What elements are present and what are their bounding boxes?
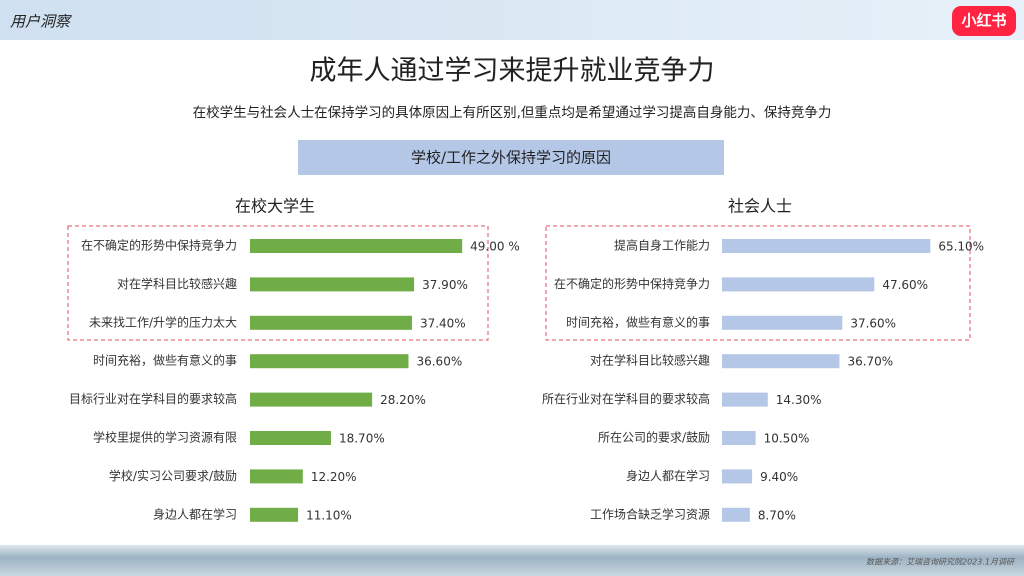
value-label: 65.10% — [938, 240, 984, 254]
category-label: 提高自身工作能力 — [614, 238, 710, 253]
value-label: 14.30% — [776, 393, 822, 407]
chart-title: 社会人士 — [728, 197, 792, 216]
category-label: 学校/实习公司要求/鼓励 — [109, 468, 237, 483]
category-label: 工作场合缺乏学习资源 — [590, 506, 710, 521]
category-label: 学校里提供的学习资源有限 — [93, 430, 237, 445]
highlight-box — [67, 225, 489, 341]
value-label: 18.70% — [339, 432, 385, 446]
value-label: 8.70% — [758, 508, 796, 522]
logo-bg — [952, 6, 1016, 36]
value-label: 37.60% — [850, 316, 896, 330]
category-label: 对在学科目比较感兴趣 — [117, 276, 237, 291]
category-label: 对在学科目比较感兴趣 — [590, 353, 710, 368]
category-label: 身边人都在学习 — [626, 468, 710, 483]
value-label: 10.50% — [764, 432, 810, 446]
bar — [722, 392, 768, 407]
value-label: 36.70% — [847, 355, 893, 369]
category-label: 在不确定的形势中保持竞争力 — [554, 276, 710, 291]
bar — [250, 431, 331, 445]
category-label: 时间充裕，做些有意义的事 — [93, 353, 237, 368]
value-label: 37.90% — [422, 278, 468, 292]
bar — [722, 277, 875, 292]
value-label: 37.40% — [420, 316, 466, 330]
category-label: 在不确定的形势中保持竞争力 — [81, 238, 237, 253]
title: 成年人通过学习来提升就业竞争力 — [310, 56, 715, 87]
bar — [722, 469, 753, 484]
value-label: 28.20% — [380, 393, 426, 407]
bar — [250, 469, 303, 484]
source: 数据来源：艾瑞咨询研究院2023.1月调研 — [866, 558, 1016, 567]
highlight-box — [545, 225, 971, 341]
category-label: 时间充裕，做些有意义的事 — [566, 314, 710, 329]
category-label: 目标行业对在学科目的要求较高 — [69, 391, 237, 406]
category-label: 未来找工作/升学的压力太大 — [89, 314, 237, 329]
value-label: 11.10% — [306, 508, 352, 522]
banner-bg — [298, 140, 724, 175]
bar — [722, 354, 840, 369]
bar — [722, 507, 750, 522]
footer-image — [0, 545, 1024, 576]
logo: 小红书 — [961, 12, 1006, 30]
bar — [250, 239, 463, 253]
bar — [250, 315, 412, 330]
header: 用户洞察 — [10, 13, 72, 31]
subtitle: 在校学生与社会人士在保持学习的具体原因上有所区别,但重点均是希望通过学习提高自身… — [193, 104, 832, 121]
chart-title: 在校大学生 — [235, 197, 315, 216]
bar — [250, 277, 415, 292]
value-label: 12.20% — [311, 470, 357, 484]
value-label: 36.60% — [416, 355, 462, 369]
category-label: 所在公司的要求/鼓励 — [598, 430, 710, 445]
banner: 学校/工作之外保持学习的原因 — [411, 149, 611, 167]
bar — [250, 354, 409, 369]
category-label: 所在行业对在学科目的要求较高 — [542, 391, 710, 406]
bar — [722, 315, 843, 330]
value-label: 9.40% — [760, 470, 798, 484]
bar — [722, 431, 756, 445]
bar — [250, 392, 373, 407]
value-label: 49.00 % — [470, 240, 520, 254]
bar — [722, 239, 931, 253]
bar — [250, 507, 299, 522]
value-label: 47.60% — [882, 278, 928, 292]
category-label: 身边人都在学习 — [153, 506, 237, 521]
header-bar — [0, 0, 1024, 40]
